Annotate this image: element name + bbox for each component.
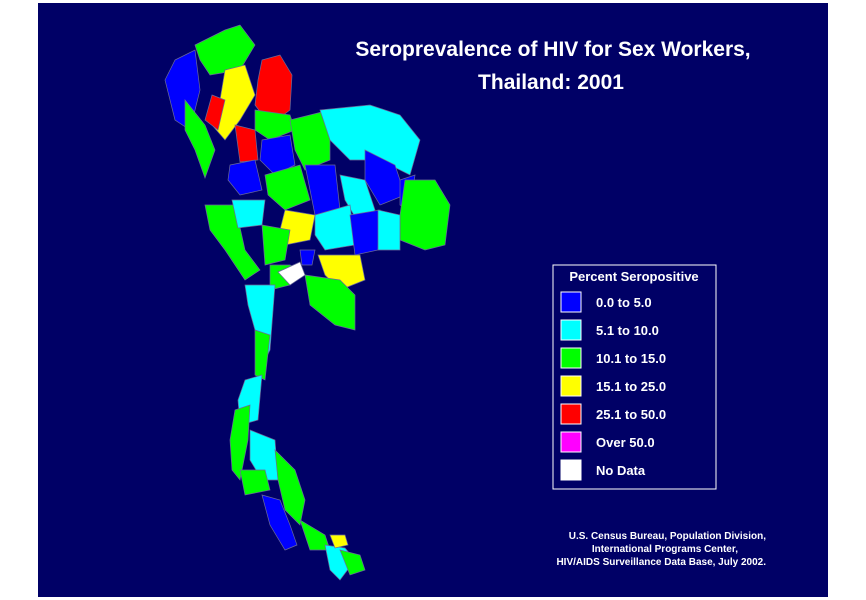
province [261,224,291,266]
legend-label: 15.1 to 25.0 [596,379,666,394]
province [377,209,401,251]
legend-swatch [560,319,582,341]
legend-label: No Data [596,463,646,478]
province [229,404,251,481]
legend-title: Percent Seropositive [569,269,698,284]
province [204,94,226,131]
province [254,329,271,381]
source: HIV/AIDS Surveillance Data Base, July 20… [556,557,766,568]
legend-swatch [560,431,582,453]
province [317,254,366,291]
province [249,429,279,481]
province [349,209,381,256]
province [319,104,421,176]
legend-swatch [560,459,582,481]
province [261,494,298,551]
province [314,204,356,251]
source: International Programs Center, [592,544,738,555]
legend-swatch [560,403,582,425]
thailand-map [164,24,451,581]
province [264,164,311,211]
province [184,99,216,180]
legend: 0.0 to 5.0 5.1 to 10.0 10.1 to 15.0 15.1 to… [560,291,666,481]
legend-label: 5.1 to 10.0 [596,323,659,338]
title: Thailand: 2001 [478,71,624,94]
province [194,24,256,76]
province [364,149,406,206]
legend-swatch [560,347,582,369]
province [329,534,349,549]
legend-box [552,264,717,490]
title: Seroprevalence of HIV for Sex Workers, [355,38,750,61]
source: U.S. Census Bureau, Population Division, [569,531,766,542]
legend-swatch [560,375,582,397]
province [339,549,366,576]
province [231,199,266,229]
legend-label: Over 50.0 [596,435,655,450]
province [254,109,296,141]
legend-label: 25.1 to 50.0 [596,407,666,422]
legend-swatch [560,291,582,313]
province [274,449,306,526]
legend-label: 0.0 to 5.0 [596,295,652,310]
province [227,159,263,196]
background [38,3,828,597]
legend-label: 10.1 to 15.0 [596,351,666,366]
province [239,469,271,496]
province [299,249,316,266]
province [234,124,259,163]
province [304,274,356,331]
